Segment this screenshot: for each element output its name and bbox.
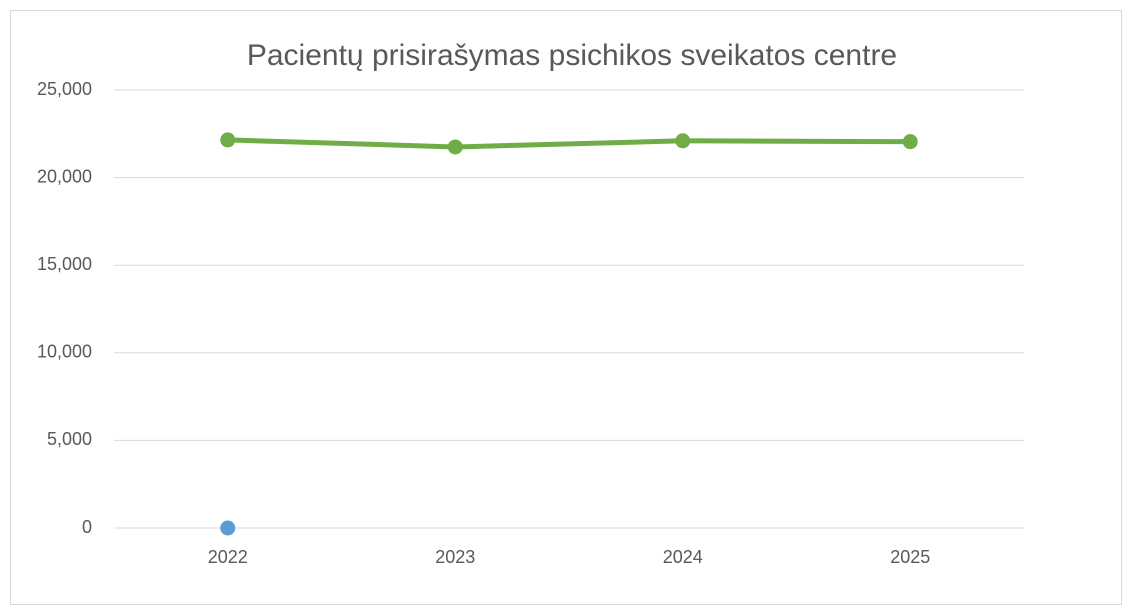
y-tick-label: 20,000 — [37, 166, 92, 186]
series-line — [227, 137, 911, 150]
x-tick-label: 2025 — [890, 547, 930, 567]
data-point — [447, 139, 463, 155]
x-tick-label: 2024 — [663, 547, 703, 567]
x-tick-label: 2022 — [208, 547, 248, 567]
data-point — [902, 134, 918, 150]
chart-title: Pacientų prisirašymas psichikos sveikato… — [247, 39, 897, 72]
data-point — [675, 133, 691, 149]
y-tick-label: 0 — [82, 517, 92, 537]
y-tick-label: 10,000 — [37, 342, 92, 362]
data-point — [220, 132, 236, 148]
y-tick-label: 15,000 — [37, 254, 92, 274]
y-tick-label: 25,000 — [37, 79, 92, 99]
x-tick-label: 2023 — [435, 547, 475, 567]
data-point — [220, 520, 236, 536]
chart-border — [10, 10, 1122, 605]
y-tick-label: 5,000 — [47, 429, 92, 449]
